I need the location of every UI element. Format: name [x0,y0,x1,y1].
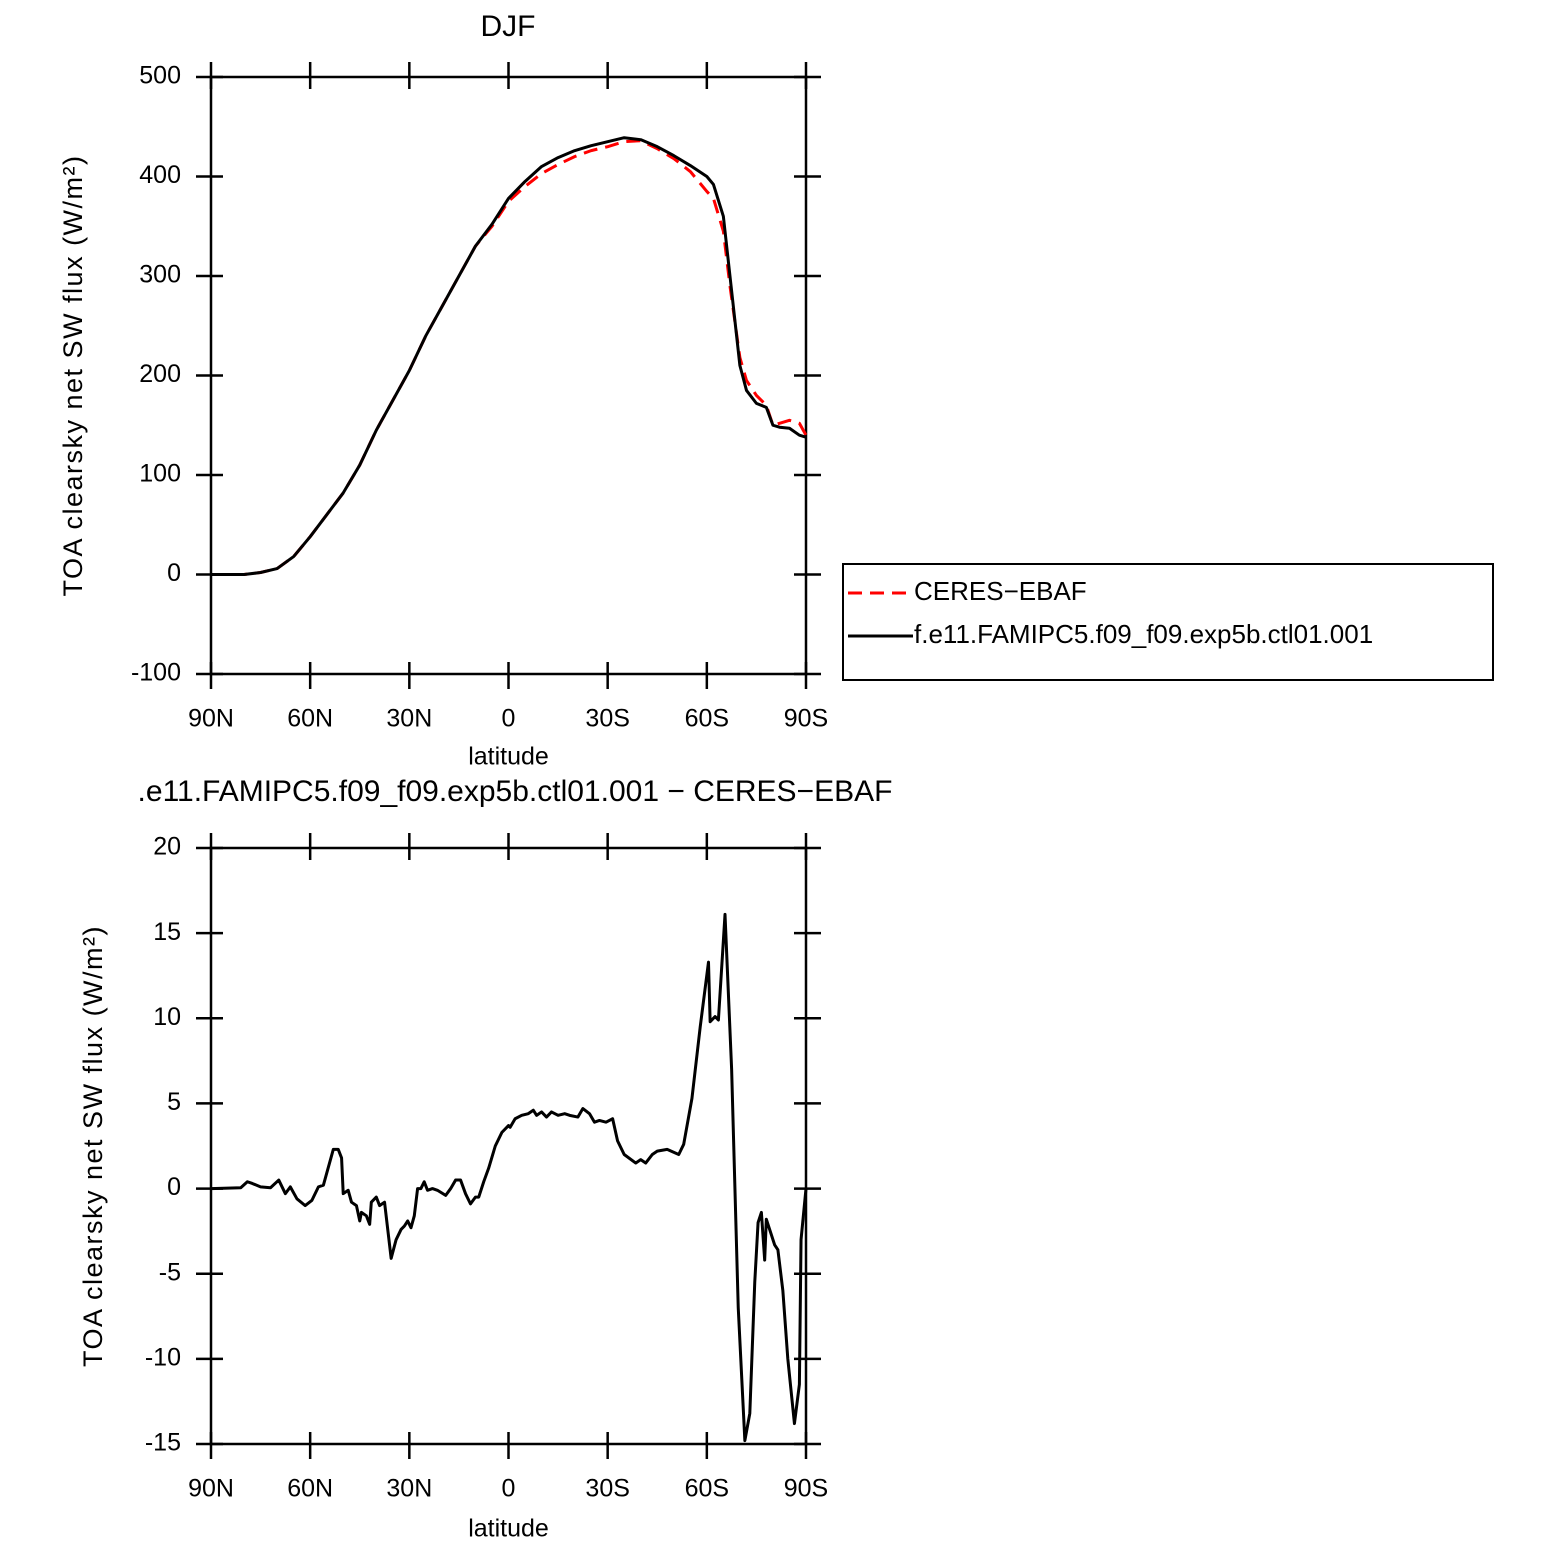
data-line [210,912,808,1443]
y-tick-label: 15 [153,918,181,946]
y-tick-label: -15 [145,1429,181,1457]
y-tick-label: 200 [139,360,181,388]
y-tick-label: -100 [131,659,181,687]
y-tick-label: 0 [167,559,181,587]
x-tick-label: 90S [784,1475,828,1503]
y-axis-label: TOA clearsky net SW flux (W/m²) [58,154,88,596]
y-tick-label: 0 [167,1173,181,1201]
y-tick-label: 5 [167,1088,181,1116]
x-tick-label: 0 [502,705,516,733]
y-tick-label: 400 [139,161,181,189]
x-axis-label: latitude [468,743,549,771]
y-tick-label: 10 [153,1003,181,1031]
x-tick-label: 60S [685,1475,729,1503]
y-tick-label: -5 [159,1258,181,1286]
chart-title: .e11.FAMIPC5.f09_f09.exp5b.ctl01.001 − C… [138,775,893,808]
x-tick-label: 60N [287,705,333,733]
x-tick-label: 60S [685,705,729,733]
y-tick-label: -10 [145,1343,181,1371]
legend-box [842,563,1494,681]
x-tick-label: 90N [188,1475,234,1503]
y-tick-label: 100 [139,460,181,488]
x-tick-label: 30S [585,705,629,733]
data-line [211,139,808,576]
x-axis-label: latitude [468,1515,549,1543]
chart-title: DJF [481,10,536,43]
legend-label: f.e11.FAMIPC5.f09_f09.exp5b.ctl01.001 [914,619,1373,649]
plot-frame [209,75,808,676]
x-tick-label: 30S [585,1475,629,1503]
data-line [211,136,807,576]
legend-label: CERES−EBAF [914,576,1087,606]
x-tick-label: 30N [386,1475,432,1503]
y-tick-label: 500 [139,62,181,90]
x-tick-label: 60N [287,1475,333,1503]
y-tick-label: 300 [139,261,181,289]
plot-frame [209,846,808,1446]
x-tick-label: 30N [386,705,432,733]
y-tick-label: 20 [153,833,181,861]
y-axis-label: TOA clearsky net SW flux (W/m²) [78,925,108,1367]
x-tick-label: 90N [188,705,234,733]
x-tick-label: 90S [784,705,828,733]
x-tick-label: 0 [502,1475,516,1503]
